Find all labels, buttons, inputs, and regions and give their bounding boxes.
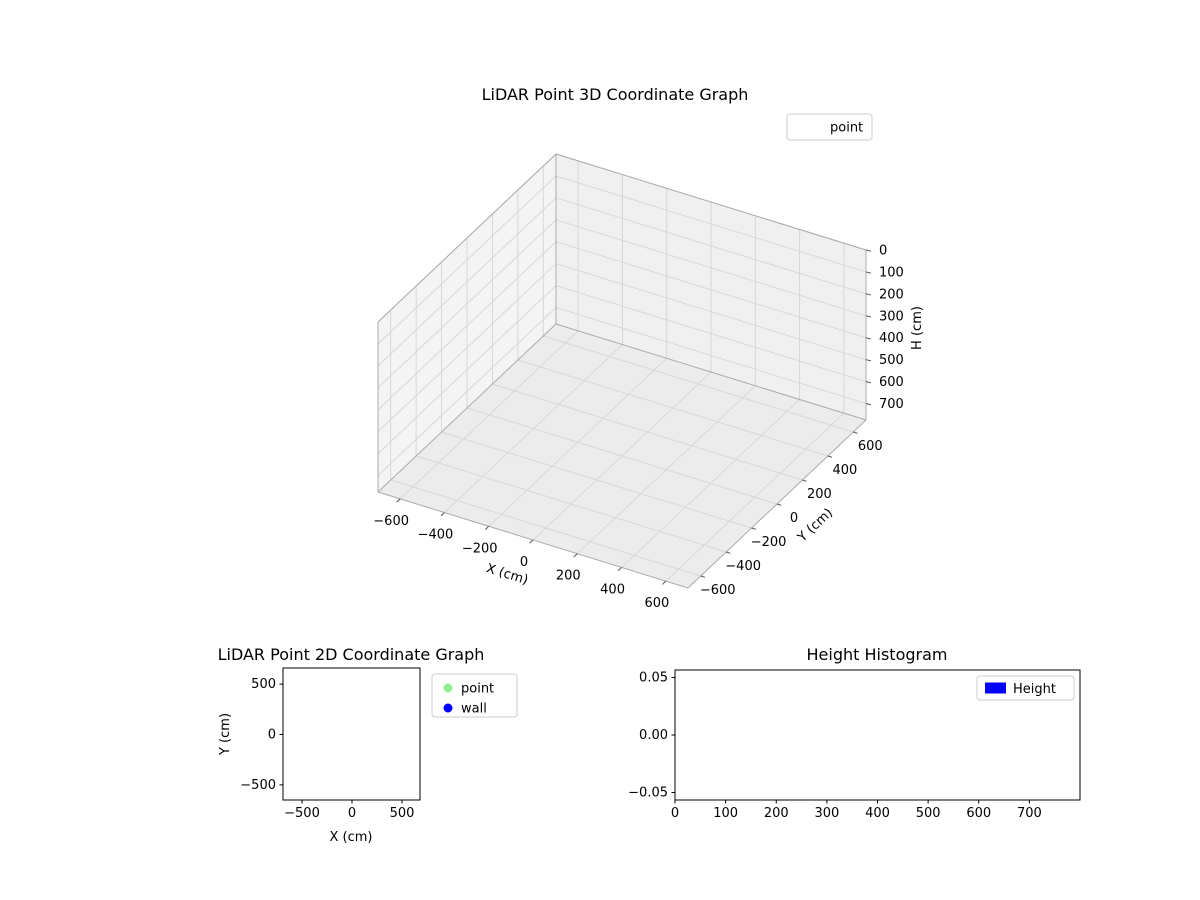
legend-label-point: point — [461, 682, 494, 697]
x-tick-label: 600 — [644, 596, 669, 611]
axes-edge — [555, 323, 867, 421]
y-tick-label: −600 — [700, 583, 736, 598]
tick-mark — [573, 553, 578, 558]
plot2d-ylabel: Y (cm) — [218, 713, 233, 756]
grid-line — [488, 357, 668, 527]
axes-edge — [377, 153, 557, 323]
tick-mark — [865, 293, 872, 296]
y-tick-label: −0.05 — [628, 786, 668, 801]
x-tick-label: 0 — [520, 555, 528, 570]
y-tick-label: 0.00 — [639, 728, 668, 743]
tick-mark — [865, 271, 872, 274]
tick-mark — [865, 381, 872, 384]
tick-mark — [827, 455, 833, 458]
plot3d-title: LiDAR Point 3D Coordinate Graph — [482, 85, 749, 104]
tick-mark — [396, 498, 401, 503]
x-tick-label: 600 — [966, 806, 991, 821]
tick-mark — [865, 403, 872, 406]
z-tick-label: 100 — [879, 265, 904, 280]
grid-line — [665, 412, 845, 582]
height-patch-icon — [985, 682, 1006, 694]
axes-frame — [282, 667, 421, 801]
plot3d-legend: point — [786, 113, 873, 141]
legend-frame — [786, 113, 873, 141]
plot3d-axes: −600−400−2000200400600−600−400−200020040… — [373, 153, 904, 611]
axes-edge — [377, 323, 557, 493]
hist-title: Height Histogram — [807, 645, 948, 664]
point-marker-icon — [443, 683, 453, 693]
x-tick-label: 400 — [600, 582, 625, 597]
y-tick-label: 600 — [858, 439, 883, 454]
grid-line — [576, 385, 756, 555]
tick-mark — [865, 249, 872, 252]
x-tick-label: 700 — [1017, 806, 1042, 821]
y-tick-label: 0 — [268, 728, 276, 743]
hist-legend: Height — [976, 675, 1075, 701]
tick-mark — [725, 551, 731, 554]
legend-label-wall: wall — [461, 702, 487, 717]
y-tick-label: 200 — [807, 487, 832, 502]
x-tick-label: 0 — [348, 806, 356, 821]
tick-mark — [617, 567, 622, 572]
z-tick-label: 700 — [879, 397, 904, 412]
x-tick-label: 400 — [865, 806, 890, 821]
tick-mark — [865, 337, 872, 340]
grid-line — [621, 399, 800, 568]
x-tick-label: 200 — [556, 569, 581, 584]
y-tick-label: −500 — [240, 778, 276, 793]
plot3d-ylabel: Y (cm) — [794, 506, 836, 546]
x-tick-label: −500 — [284, 806, 320, 821]
plot3d-zlabel: H (cm) — [910, 306, 925, 350]
legend-label-height: Height — [1013, 682, 1056, 697]
tick-mark — [440, 512, 445, 517]
legend-frame — [431, 673, 518, 718]
plot2d-xlabel: X (cm) — [330, 830, 373, 845]
plot2d-title: LiDAR Point 2D Coordinate Graph — [218, 645, 485, 664]
y-tick-label: 0.05 — [639, 670, 668, 685]
grid-line — [532, 371, 712, 541]
x-tick-label: 500 — [390, 806, 415, 821]
tick-mark — [853, 431, 858, 434]
tick-mark — [529, 539, 534, 544]
x-tick-label: 0 — [671, 806, 679, 821]
wall-marker-icon — [443, 703, 453, 713]
x-tick-label: −400 — [418, 528, 454, 543]
z-tick-label: 600 — [879, 375, 904, 390]
tick-mark — [700, 575, 706, 578]
tick-mark — [865, 359, 872, 362]
tick-mark — [751, 527, 757, 530]
grid-line — [444, 344, 623, 513]
plot2d-legend: point wall — [431, 673, 518, 718]
tick-mark — [484, 525, 490, 530]
y-tick-label: 0 — [790, 511, 798, 526]
x-tick-label: 100 — [713, 806, 738, 821]
z-tick-label: 0 — [879, 244, 887, 259]
tick-mark — [662, 580, 667, 585]
hist-axes: 0 100 200 300 400 500 600 700 −0.05 0.00 0.05 — [628, 669, 1081, 821]
tick-mark — [865, 315, 872, 318]
x-tick-label: 500 — [916, 806, 941, 821]
axes-edge — [555, 153, 867, 251]
x-tick-label: −600 — [373, 514, 409, 529]
y-tick-label: 400 — [832, 463, 857, 478]
y-tick-label: 500 — [251, 677, 276, 692]
z-tick-label: 400 — [879, 331, 904, 346]
x-tick-label: −200 — [462, 541, 498, 556]
grid-line — [399, 330, 579, 500]
tick-mark — [802, 479, 807, 482]
plot2d-axes: −500 0 500 −500 0 500 — [240, 667, 421, 821]
y-tick-label: −200 — [751, 535, 787, 550]
z-tick-label: 300 — [879, 309, 904, 324]
z-tick-label: 200 — [879, 287, 904, 302]
legend-label: point — [830, 121, 863, 136]
z-tick-label: 500 — [879, 353, 904, 368]
x-tick-label: 300 — [814, 806, 839, 821]
x-tick-label: 200 — [764, 806, 789, 821]
y-tick-label: −400 — [725, 559, 761, 574]
tick-mark — [776, 503, 782, 506]
legend-frame — [976, 675, 1075, 701]
